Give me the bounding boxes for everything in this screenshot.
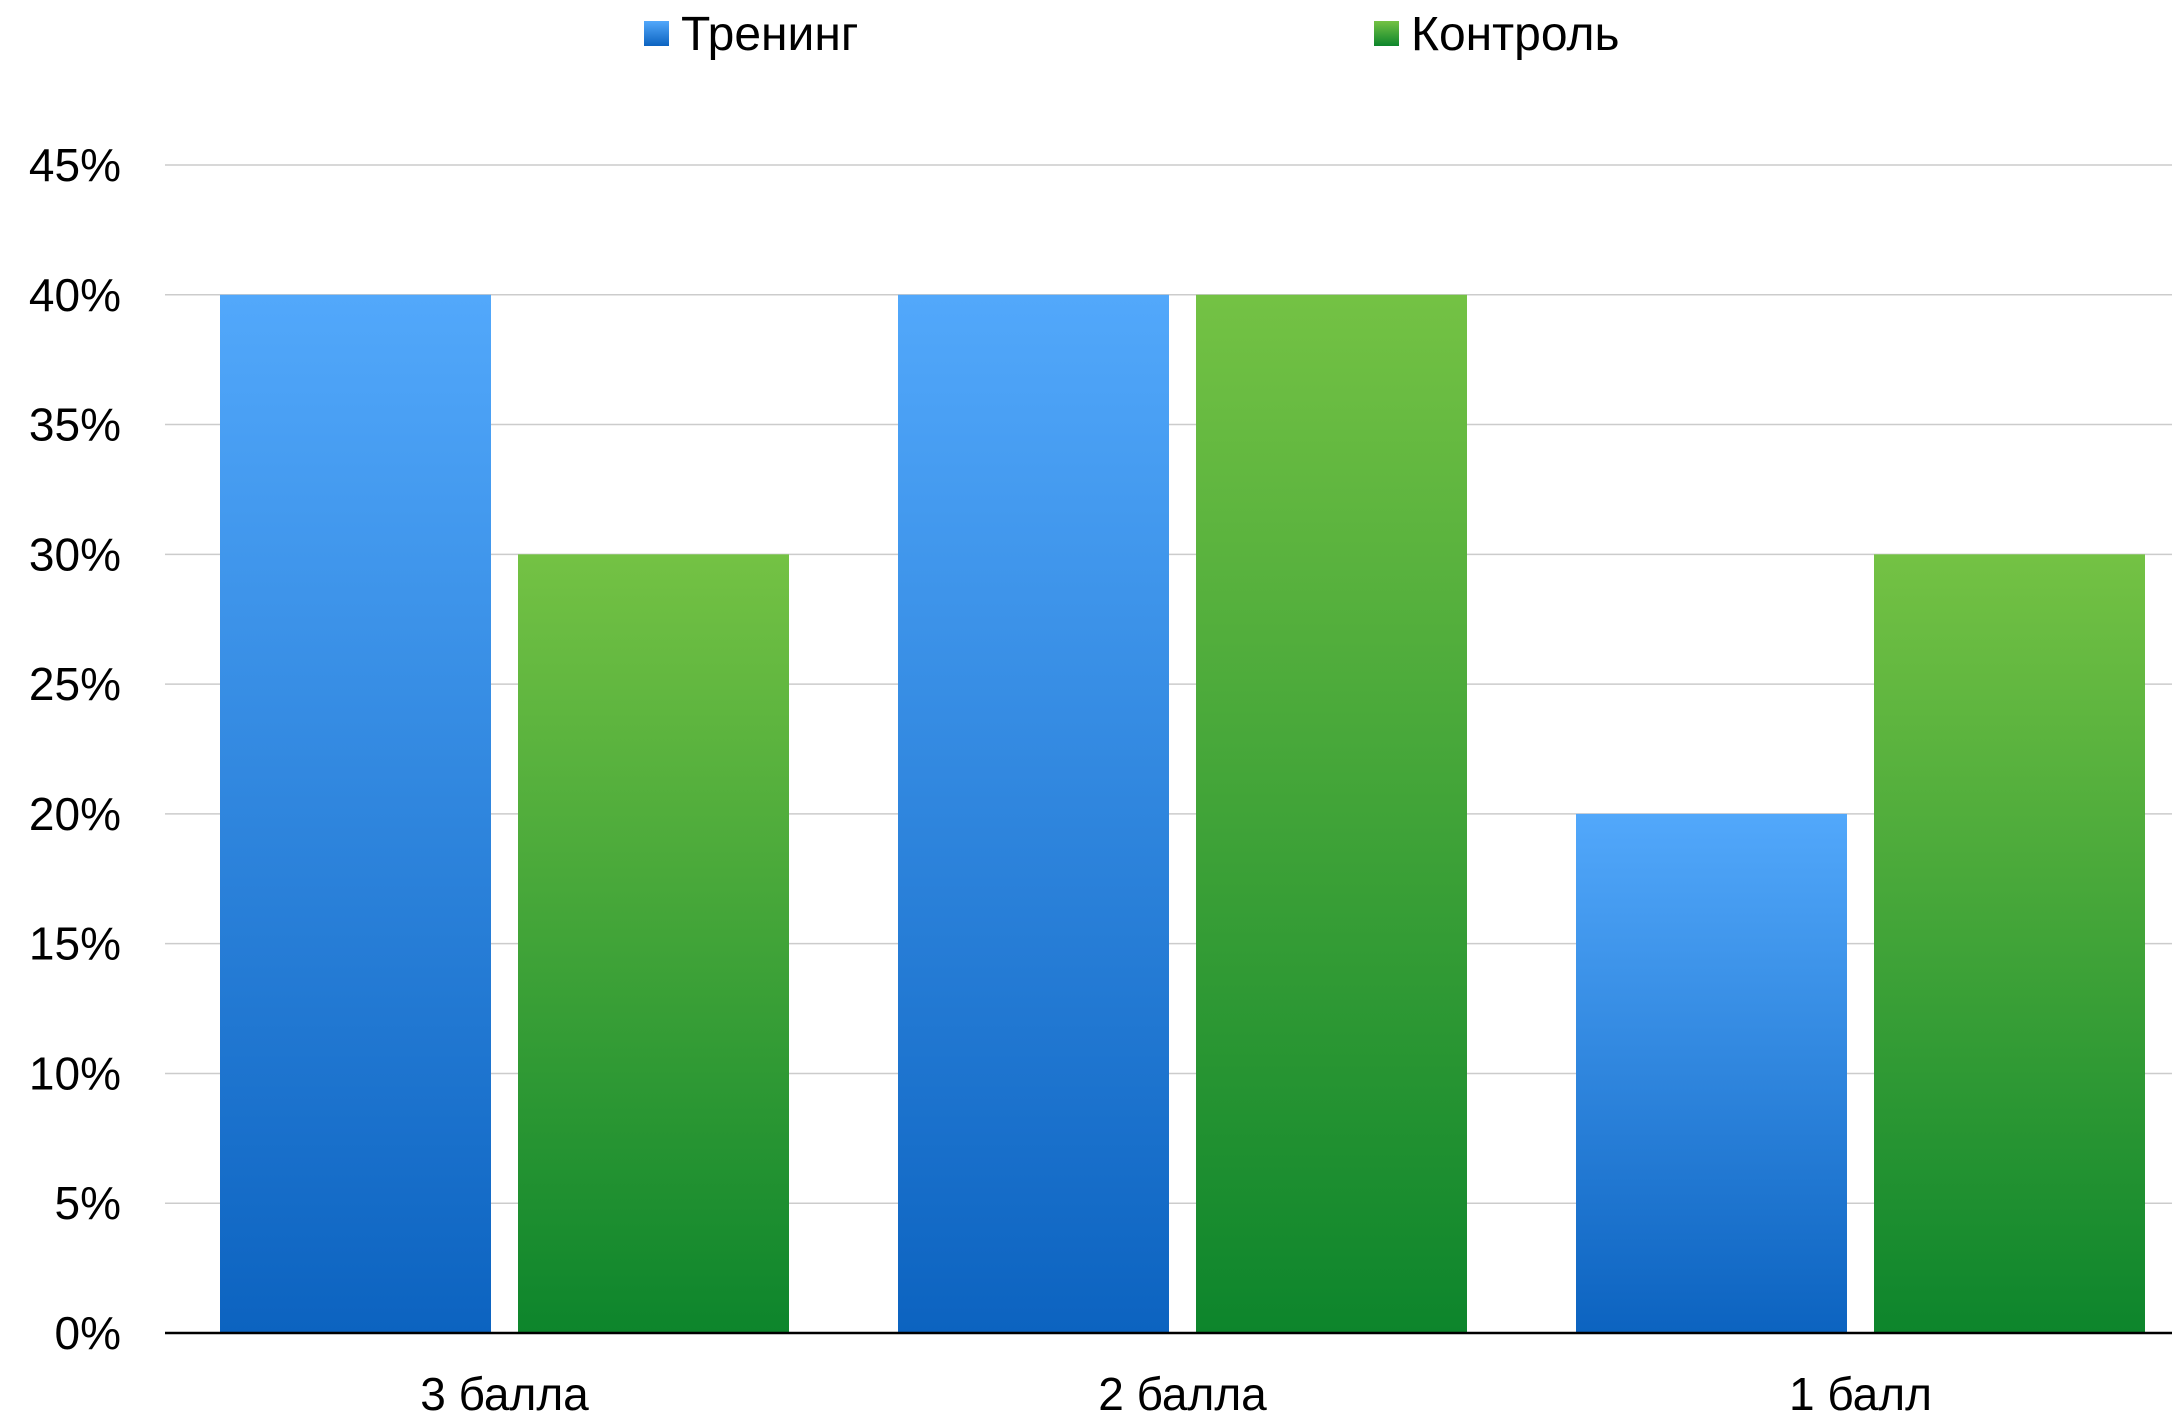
y-tick-label: 10% bbox=[29, 1047, 121, 1099]
legend-label: Тренинг bbox=[681, 8, 858, 61]
legend-swatch bbox=[1374, 21, 1399, 46]
y-tick-label: 15% bbox=[29, 918, 121, 970]
y-tick-label: 20% bbox=[29, 788, 121, 840]
bar bbox=[1576, 813, 1847, 1333]
y-tick-label: 45% bbox=[29, 139, 121, 191]
y-tick-label: 35% bbox=[29, 399, 121, 451]
y-tick-label: 40% bbox=[29, 269, 121, 321]
bar bbox=[1196, 294, 1467, 1333]
x-tick-label: 2 балла bbox=[1098, 1368, 1267, 1416]
y-axis-tick-labels: 0% 5% 10% 15% 20% 25% 30% 35% 40% 45% bbox=[29, 139, 121, 1359]
bars bbox=[220, 294, 2145, 1333]
bar bbox=[220, 294, 491, 1333]
x-axis-tick-labels: 3 балла 2 балла 1 балл bbox=[420, 1368, 1932, 1416]
x-tick-label: 3 балла bbox=[420, 1368, 589, 1416]
legend-label: Контроль bbox=[1411, 8, 1620, 61]
bar bbox=[1874, 554, 2145, 1333]
legend-swatch bbox=[644, 21, 669, 46]
y-tick-label: 25% bbox=[29, 658, 121, 710]
x-tick-label: 1 балл bbox=[1789, 1368, 1932, 1416]
bar bbox=[518, 554, 789, 1333]
y-tick-label: 0% bbox=[55, 1307, 121, 1359]
y-tick-label: 5% bbox=[55, 1177, 121, 1229]
y-tick-label: 30% bbox=[29, 528, 121, 580]
bar bbox=[898, 294, 1169, 1333]
legend: Тренинг Контроль bbox=[644, 8, 1620, 61]
